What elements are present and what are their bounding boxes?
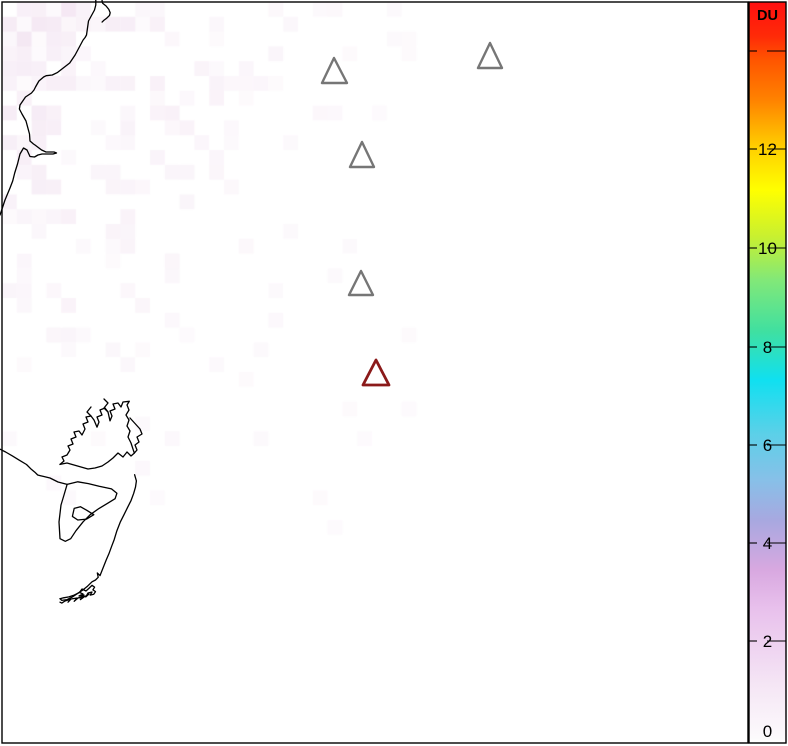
svg-text:10: 10 <box>758 239 777 258</box>
svg-text:4: 4 <box>763 534 772 553</box>
svg-text:6: 6 <box>763 436 772 455</box>
svg-text:DU: DU <box>757 8 778 24</box>
svg-text:2: 2 <box>763 632 772 651</box>
svg-text:12: 12 <box>758 140 777 159</box>
svg-text:8: 8 <box>763 338 772 357</box>
svg-text:0: 0 <box>763 722 772 741</box>
